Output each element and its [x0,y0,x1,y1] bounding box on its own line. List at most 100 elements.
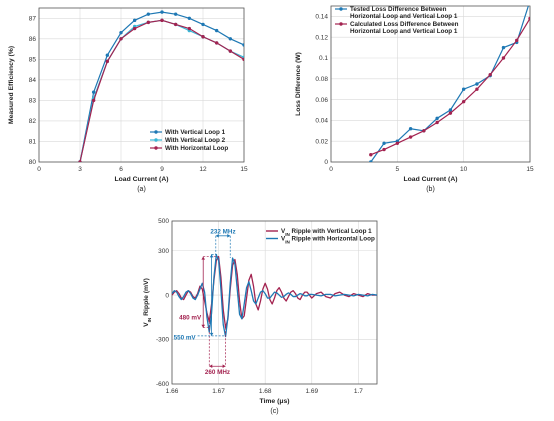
data-point [187,16,192,20]
data-point [242,43,244,47]
y-tick-label: 0.12 [315,34,328,41]
x-axis-label: Time (μs) [259,398,289,405]
y-tick-label: 85 [29,57,37,64]
data-point [173,22,178,27]
y-tick-label: 0.14 [315,14,328,21]
chart-c: 1.66 1.67 1.68 1.69 1.7 500 300 0 -300 -600 Time (… [143,218,378,415]
y-tick-label: 0 [165,292,169,299]
x-tick-label: 15 [240,166,248,173]
x-tick-label: 10 [460,166,468,173]
annotation-vpp-blue: 550 mV [174,334,197,341]
data-point [146,20,151,25]
data-point [132,26,137,31]
data-point [475,87,479,91]
x-tick-label: 12 [199,166,207,173]
data-point [422,129,426,133]
series-line [370,18,530,156]
chart-caption: (b) [426,186,435,193]
data-point [228,37,233,41]
legend-label: With Vertical Loop 1 [165,129,226,136]
legend-label-sub: IN [285,239,290,244]
legend-label: With Vertical Loop 2 [165,137,226,144]
arrow-head [201,256,206,260]
data-point [105,53,110,57]
legend-label: Horizontal Loop and Vertical Loop 1 [350,13,458,20]
data-point [119,30,123,35]
x-tick-label: 15 [526,166,534,173]
y-tick-label: 86 [29,36,37,43]
y-axis-label: Loss Difference (W) [295,52,302,116]
legend-label: Calculated Loss Difference Between [350,21,459,28]
data-point [408,135,413,139]
x-axis-label: Load Current (A) [115,176,169,183]
y-tick-label: 83 [29,98,37,105]
annotation-top-frequency: 232 MHz [210,228,235,235]
series-0 [78,10,244,162]
legend-marker [154,138,158,142]
chart-a: 0 3 6 9 12 15 80 81 82 83 84 85 86 87 Load Current (A)… [8,7,248,193]
legend-label: VIN Ripple with Vertical Loop 1 [281,228,372,237]
series-1 [369,16,530,157]
data-point [214,28,219,33]
y-tick-label: 0.06 [315,97,328,104]
y-tick-label: 81 [29,139,37,146]
chart-b: 0 5 10 15 0 0.02 0.04 0.06 0.08 0.1 0.12 0.14 Load C… [295,0,534,193]
data-point [488,72,492,77]
legend-label: Tested Loss Difference Between [350,6,447,13]
data-point [201,22,205,27]
y-tick-label: 82 [29,118,37,125]
arrow-head [227,234,231,238]
y-tick-label: 300 [158,248,169,255]
x-tick-label: 1.67 [212,388,225,395]
data-point [448,111,453,115]
y-tick-label: 500 [158,218,169,225]
plot-frame [38,7,245,163]
y-axis-label: Measured Efficiency (%) [8,46,15,124]
x-tick-label: 1.7 [354,388,363,395]
data-point [528,16,530,21]
x-tick-label: 9 [160,166,164,173]
data-point [448,108,453,112]
data-point [91,90,96,94]
arrow-head [209,254,214,258]
legend-label-main: V [281,228,286,235]
y-axis-label-sub: IN [147,317,152,322]
data-point [501,56,506,60]
data-point [528,0,531,2]
data-point [435,116,439,121]
data-point [242,57,244,62]
legend-label-rest: Ripple with Horizontal Loop [290,236,375,243]
series-1 [172,254,377,338]
data-point [382,147,386,152]
y-axis-label-rest: Ripple (mV) [143,278,150,318]
data-point [105,59,110,64]
data-point [132,18,137,23]
chart-caption: (a) [137,186,146,193]
data-point [173,12,178,16]
y-axis-label: VIN Ripple (mV) [143,278,152,327]
data-point [146,12,151,16]
data-point [382,141,386,145]
legend-marker [339,22,343,26]
annotations: 232 MHz 260 MHz 480 mV 550 mV [174,228,236,376]
data-point [461,99,466,104]
legend-label-rest: Ripple with Vertical Loop 1 [290,228,372,235]
arrow-head [209,332,214,336]
series-line [172,254,377,338]
legend-label: With Horizontal Loop [165,145,228,152]
plot-frame [171,220,378,385]
legend-label-sub: IN [285,232,290,237]
data-point [91,98,96,103]
data-point [501,45,506,50]
data-point [461,87,466,91]
x-tick-label: 5 [396,166,400,173]
arrow-head [201,324,206,328]
arrow-head [209,364,213,369]
data-point [78,160,82,162]
y-tick-label: 0 [324,159,328,166]
x-tick-label: 1.69 [305,388,318,395]
y-tick-label: 84 [29,77,37,84]
data-point [475,82,479,86]
